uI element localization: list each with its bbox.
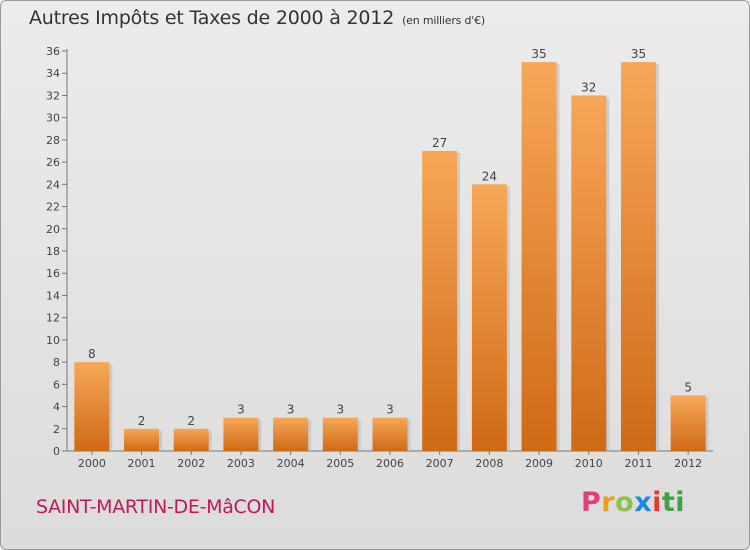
bar [74,362,110,451]
y-tick-label: 34 [46,67,60,80]
data-label: 3 [237,403,245,417]
y-tick-label: 28 [46,134,60,147]
bar [372,417,408,451]
y-tick-label: 24 [46,178,60,191]
brand-letter: ti [661,487,686,518]
data-label: 35 [631,47,646,61]
brand-letter: r [601,487,616,518]
y-tick-label: 22 [46,201,60,214]
brand-letter: x [634,487,653,518]
x-tick-label: 2003 [227,457,255,470]
x-tick-label: 2000 [78,457,106,470]
x-tick-label: 2008 [475,457,503,470]
bars: 8 2 2 3 3 3 3 27 24 35 32 35 5 [74,47,709,452]
y-tick-label: 6 [53,378,60,391]
data-label: 2 [138,414,146,428]
chart-title: Autres Impôts et Taxes de 2000 à 2012 (en… [29,7,485,29]
bar [223,417,259,451]
data-label: 2 [187,414,195,428]
data-label: 35 [531,47,546,61]
brand-logo: Proxiti [581,487,685,518]
y-tick-label: 10 [46,334,60,347]
x-tick-label: 2012 [674,457,702,470]
y-tick-label: 32 [46,89,60,102]
bar [273,417,309,451]
bar [521,62,557,451]
x-tick-label: 2010 [575,457,603,470]
bar [124,428,160,451]
y-tick-label: 26 [46,156,60,169]
x-tick-label: 2007 [426,457,454,470]
bar [173,428,209,451]
data-label: 5 [684,380,692,394]
data-label: 3 [386,403,394,417]
brand-letter: P [581,487,602,518]
x-tick-label: 2006 [376,457,404,470]
chart-unit: (en milliers d'€) [402,14,485,27]
data-label: 27 [432,136,447,150]
brand-letter: i [652,487,662,518]
x-tick-label: 2005 [326,457,354,470]
y-tick-label: 18 [46,245,60,258]
x-tick-label: 2004 [277,457,305,470]
bar [620,62,656,451]
data-label: 8 [88,347,96,361]
y-tick-label: 12 [46,312,60,325]
brand-letter: o [615,487,635,518]
bar [670,395,706,451]
y-tick-label: 4 [53,401,60,414]
data-label: 32 [581,80,596,94]
bar [571,95,607,451]
bar [471,184,507,452]
y-tick-label: 0 [53,445,60,458]
y-tick-label: 14 [46,289,60,302]
x-tick-label: 2011 [624,457,652,470]
bar [422,151,458,451]
y-tick-label: 2 [53,423,60,436]
bar [322,417,358,451]
data-label: 3 [336,403,344,417]
y-tick-label: 20 [46,223,60,236]
chart-title-text: Autres Impôts et Taxes de 2000 à 2012 [29,7,395,29]
y-tick-label: 36 [46,45,60,58]
x-tick-label: 2001 [128,457,156,470]
x-tick-label: 2009 [525,457,553,470]
data-label: 24 [482,169,497,183]
data-label: 3 [287,403,295,417]
commune-name: SAINT-MARTIN-DE-MâCON [36,496,276,518]
y-tick-label: 30 [46,112,60,125]
x-tick-label: 2002 [177,457,205,470]
y-tick-label: 16 [46,267,60,280]
y-tick-label: 8 [53,356,60,369]
